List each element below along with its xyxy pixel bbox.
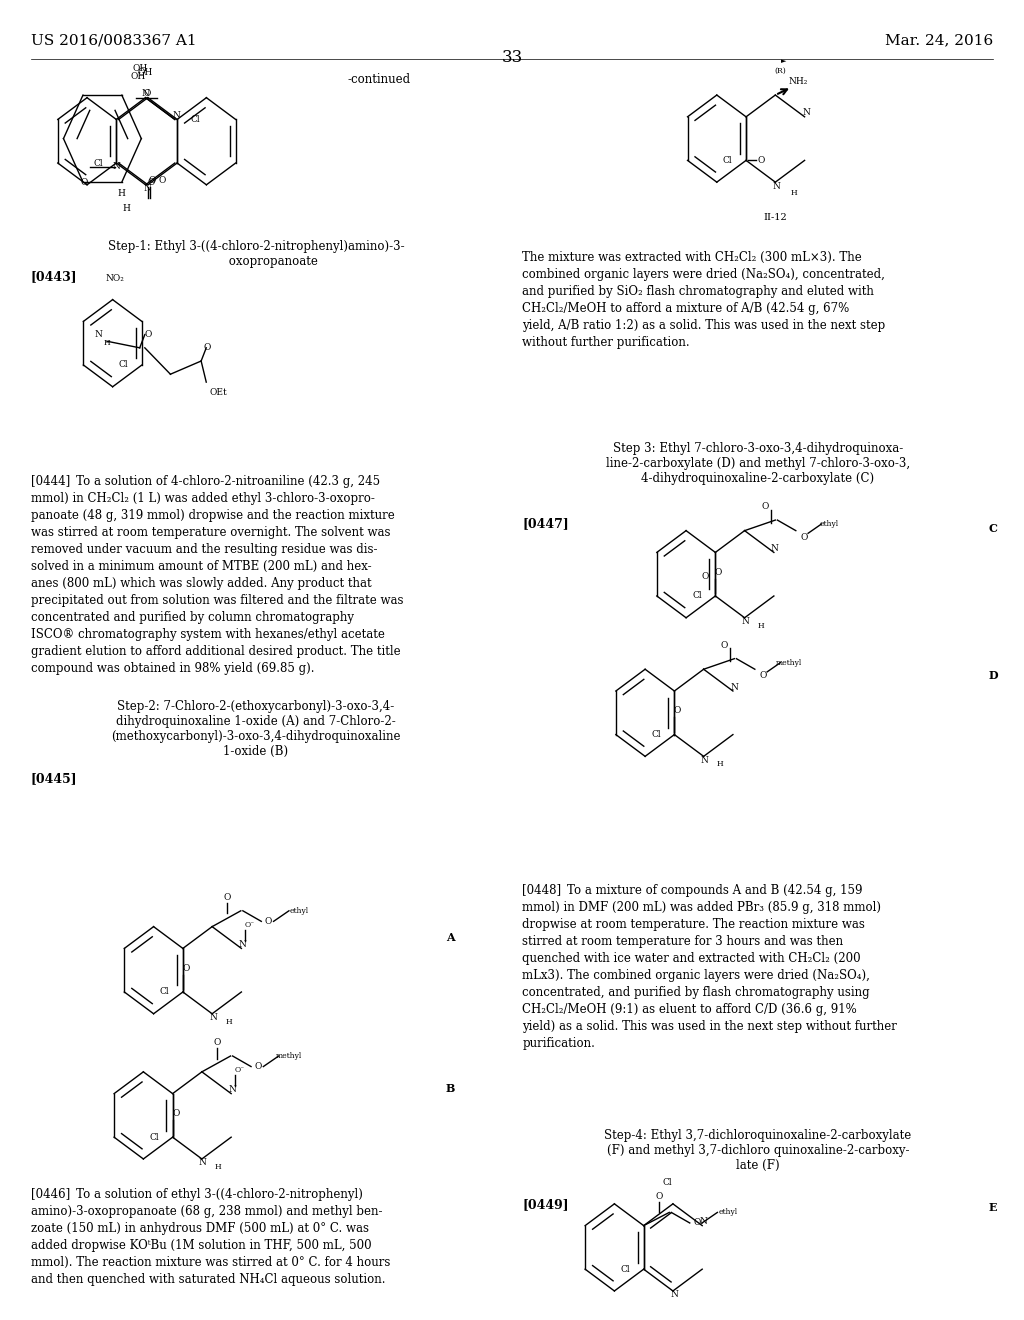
Text: N: N: [113, 162, 121, 172]
Text: (R): (R): [774, 67, 786, 75]
Text: [0445]: [0445]: [31, 772, 78, 785]
Text: N: N: [199, 1159, 207, 1167]
Text: N: N: [173, 111, 181, 120]
Text: O: O: [147, 178, 155, 187]
Text: N: N: [771, 544, 779, 553]
Text: H: H: [215, 1163, 221, 1171]
Text: 33: 33: [502, 49, 522, 66]
Text: H: H: [123, 205, 130, 214]
Text: O: O: [715, 568, 722, 577]
Text: N: N: [228, 1085, 237, 1094]
Text: H: H: [118, 189, 125, 198]
Text: H: H: [225, 1018, 231, 1026]
Text: O: O: [265, 917, 272, 925]
Text: Step-1: Ethyl 3-((4-chloro-2-nitrophenyl)amino)-3-
         oxopropanoate: Step-1: Ethyl 3-((4-chloro-2-nitrophenyl…: [108, 240, 404, 268]
Text: ethyl: ethyl: [719, 1208, 738, 1217]
Text: O: O: [674, 706, 681, 715]
Text: The mixture was extracted with CH₂Cl₂ (300 mL×3). The
combined organic layers we: The mixture was extracted with CH₂Cl₂ (3…: [522, 251, 886, 348]
Text: N: N: [239, 940, 247, 949]
Text: Cl: Cl: [160, 987, 169, 997]
Text: O: O: [760, 672, 767, 680]
Text: OEt: OEt: [210, 388, 227, 397]
Text: [0448] To a mixture of compounds A and B (42.54 g, 159
mmol) in DMF (200 mL) was: [0448] To a mixture of compounds A and B…: [522, 884, 897, 1051]
Text: [0447]: [0447]: [522, 517, 569, 531]
Text: Cl: Cl: [651, 730, 660, 739]
Text: Step 3: Ethyl 7-chloro-3-oxo-3,4-dihydroquinoxa-
line-2-carboxylate (D) and meth: Step 3: Ethyl 7-chloro-3-oxo-3,4-dihydro…: [606, 442, 909, 486]
Text: O: O: [172, 1109, 179, 1118]
Text: OH: OH: [133, 65, 148, 73]
Text: E: E: [989, 1203, 997, 1213]
Text: C: C: [989, 523, 997, 533]
Text: US 2016/0083367 A1: US 2016/0083367 A1: [31, 33, 197, 48]
Text: D: D: [988, 671, 998, 681]
Text: O: O: [255, 1063, 262, 1071]
Text: ethyl: ethyl: [820, 520, 839, 528]
Text: N: N: [730, 682, 738, 692]
Text: Step-4: Ethyl 3,7-dichloroquinoxaline-2-carboxylate
(F) and methyl 3,7-dichloro : Step-4: Ethyl 3,7-dichloroquinoxaline-2-…: [604, 1129, 911, 1172]
Text: Mar. 24, 2016: Mar. 24, 2016: [885, 33, 993, 48]
Text: N: N: [209, 1014, 217, 1022]
Text: O: O: [144, 330, 152, 339]
Text: Cl: Cl: [663, 1179, 673, 1187]
Text: O: O: [693, 1218, 700, 1228]
Text: Cl: Cl: [119, 360, 128, 370]
Text: N: N: [700, 756, 709, 764]
Text: N: N: [142, 90, 150, 98]
Text: OH: OH: [130, 73, 145, 81]
Text: O: O: [143, 90, 151, 98]
Text: Cl: Cl: [93, 158, 102, 168]
Text: B: B: [445, 1084, 456, 1094]
Text: NO₂: NO₂: [105, 275, 124, 282]
Text: Cl: Cl: [621, 1265, 630, 1274]
Text: H: H: [717, 760, 723, 768]
Text: ►: ►: [781, 57, 786, 65]
Text: [0449]: [0449]: [522, 1199, 569, 1212]
Text: -continued: -continued: [347, 73, 411, 86]
Text: O: O: [701, 572, 709, 581]
Text: H: H: [103, 338, 111, 347]
Text: O: O: [801, 533, 808, 541]
Text: O: O: [204, 343, 211, 352]
Text: O: O: [214, 1039, 221, 1047]
Text: N: N: [670, 1291, 678, 1299]
Text: O: O: [182, 964, 189, 973]
Text: O: O: [80, 178, 88, 187]
Text: N: N: [143, 185, 152, 193]
Text: Cl: Cl: [692, 591, 701, 601]
Text: O⁻: O⁻: [234, 1065, 245, 1074]
Text: O: O: [762, 503, 769, 511]
Text: Cl: Cl: [150, 1133, 159, 1142]
Text: Step-2: 7-Chloro-2-(ethoxycarbonyl)-3-oxo-3,4-
dihydroquinoxaline 1-oxide (A) an: Step-2: 7-Chloro-2-(ethoxycarbonyl)-3-ox…: [112, 700, 400, 758]
Text: O⁻: O⁻: [245, 920, 255, 929]
Text: N: N: [772, 182, 780, 190]
Text: N: N: [699, 1217, 708, 1226]
Text: O: O: [224, 894, 231, 902]
Text: II-12: II-12: [764, 213, 787, 222]
Text: Cl: Cl: [723, 156, 732, 165]
Text: O: O: [159, 176, 166, 185]
Text: [0444] To a solution of 4-chloro-2-nitroaniline (42.3 g, 245
mmol) in CH₂Cl₂ (1 : [0444] To a solution of 4-chloro-2-nitro…: [31, 475, 403, 676]
Text: OH: OH: [138, 69, 154, 77]
Text: O: O: [148, 176, 156, 185]
Text: H: H: [791, 189, 797, 197]
Text: N: N: [741, 618, 750, 626]
Text: [0443]: [0443]: [31, 271, 78, 284]
Text: O: O: [655, 1192, 663, 1201]
Text: methyl: methyl: [275, 1052, 302, 1060]
Text: A: A: [446, 932, 455, 942]
Text: N: N: [803, 108, 811, 117]
Text: O: O: [721, 642, 728, 649]
Text: Cl: Cl: [190, 115, 201, 124]
Text: methyl: methyl: [775, 659, 802, 667]
Text: O: O: [758, 156, 765, 165]
Text: H: H: [758, 622, 764, 630]
Text: ethyl: ethyl: [290, 907, 308, 915]
Text: [0446] To a solution of ethyl 3-((4-chloro-2-nitrophenyl)
amino)-3-oxopropanoate: [0446] To a solution of ethyl 3-((4-chlo…: [31, 1188, 390, 1286]
Text: NH₂: NH₂: [788, 78, 808, 86]
Text: N: N: [95, 330, 102, 339]
